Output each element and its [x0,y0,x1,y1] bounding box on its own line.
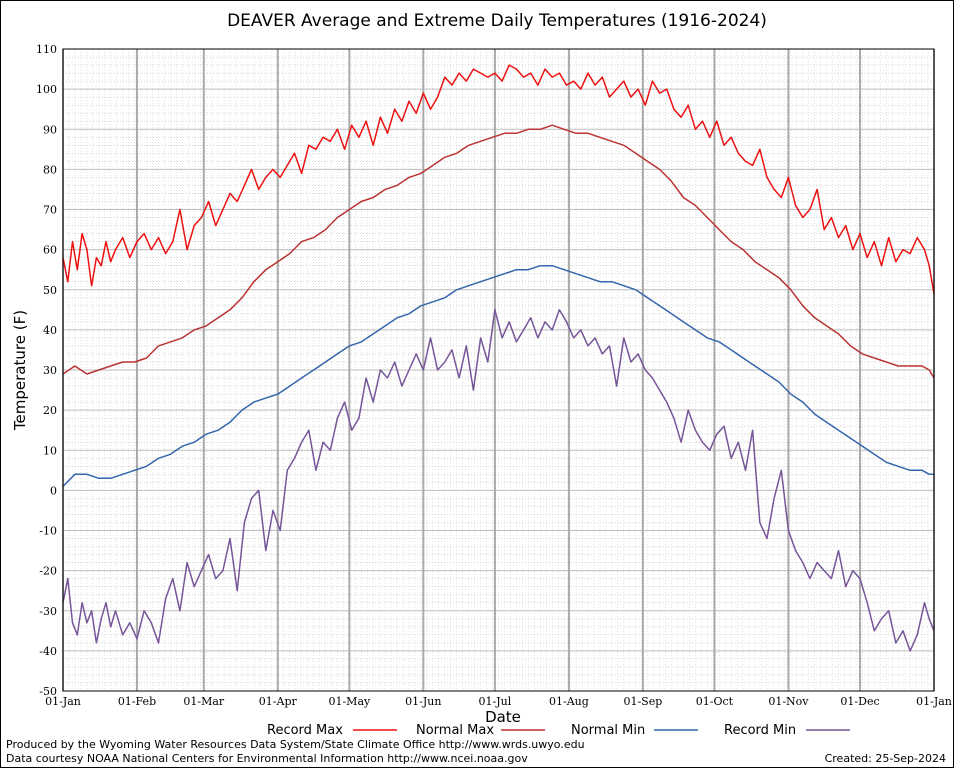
y-tick-label: 50 [43,284,57,297]
y-tick-label: 10 [43,444,57,457]
x-tick-labels: 01-Jan 01-Feb 01-Mar 01-Apr 01-May 01-Jun 01-J… [45,695,952,708]
x-tick-label: 01-Oct [696,695,734,708]
y-tick-label: 0 [50,484,57,497]
x-tick-label: 01-Jan [45,695,81,708]
y-tick-label: -30 [39,605,57,618]
x-tick-label: 01-Jun [405,695,441,708]
legend: Record Max Normal Max Normal Min Record … [267,723,850,738]
x-tick-label: 01-Jan [916,695,952,708]
y-tick-label: -40 [39,645,57,658]
x-tick-label: 01-Aug [549,695,589,708]
series-line-normal-max [62,124,935,379]
x-tick-label: 01-Apr [259,695,298,708]
legend-label-normal-min: Normal Min [571,723,645,738]
x-tick-label: 01-Dec [840,695,879,708]
x-tick-label: 01-Nov [768,695,809,708]
x-tick-label: 01-Jul [479,695,512,708]
series-layer [62,64,935,652]
x-tick-label: 01-Sep [623,695,662,708]
y-tick-label: -20 [39,565,57,578]
legend-label-record-max: Record Max [267,723,343,738]
series-line-record-max [62,64,935,294]
footer-produced-by: Produced by the Wyoming Water Resources … [6,738,585,751]
x-axis-label: Date [485,708,521,726]
y-tick-label: 90 [43,123,57,136]
y-axis-label: Temperature (F) [11,310,29,431]
footer-created: Created: 25-Sep-2024 [824,752,946,765]
y-tick-label: 60 [43,244,57,257]
legend-label-record-min: Record Min [724,723,796,738]
plot-border-rect [62,48,935,692]
y-tick-label: 110 [36,43,57,56]
x-tick-label: 01-Mar [183,695,225,708]
series-line-normal-min [62,264,934,487]
y-tick-label: 70 [43,204,57,217]
y-tick-label: 30 [43,364,57,377]
y-tick-label: -50 [39,685,57,698]
y-tick-label: 40 [43,324,57,337]
chart-title: DEAVER Average and Extreme Daily Tempera… [227,11,767,31]
y-tick-label: 20 [43,404,57,417]
y-tick-labels: -50 -40 -30 -20 -10 0 10 20 30 40 50 60 70 80 90 100 110 [36,43,57,698]
y-tick-label: 100 [36,83,57,96]
x-tick-label: 01-May [328,695,371,708]
plot-border [62,48,935,692]
y-tick-label: -10 [39,525,57,538]
footer-data-courtesy: Data courtesy NOAA National Centers for … [6,752,528,765]
x-tick-label: 01-Feb [118,695,156,708]
y-tick-label: 80 [43,163,57,176]
legend-label-normal-max: Normal Max [416,723,494,738]
series-line-record-min [62,309,935,652]
